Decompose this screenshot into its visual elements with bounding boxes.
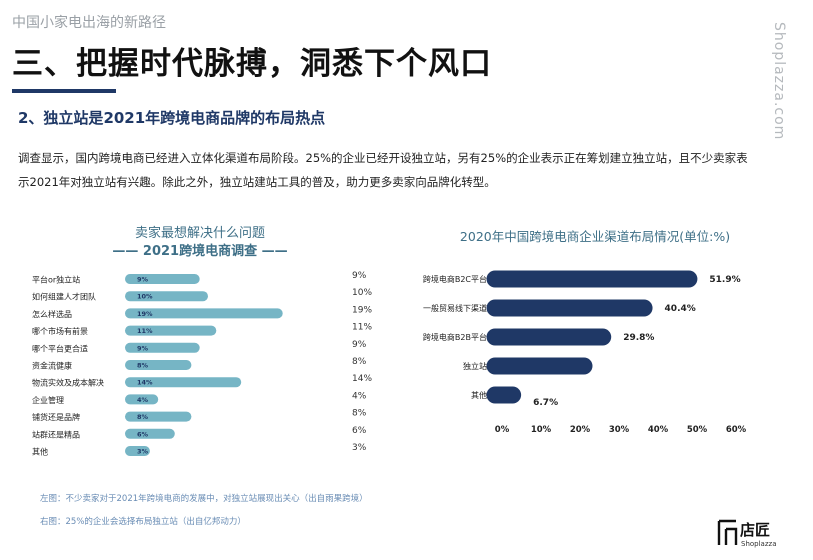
bar bbox=[486, 357, 593, 375]
bar-value-label: 40.4% bbox=[665, 304, 696, 314]
right-value-label: 8% bbox=[352, 357, 367, 367]
bar bbox=[486, 299, 653, 317]
right-value-label: 10% bbox=[352, 288, 372, 298]
bar-value-label: 14% bbox=[137, 379, 153, 387]
category-label: 其他 bbox=[32, 447, 48, 457]
bar bbox=[125, 394, 159, 405]
bar-value-label: 9% bbox=[137, 344, 149, 352]
left-chart-title: 卖家最想解决什么问题 bbox=[134, 226, 265, 241]
right-value-label: 14% bbox=[352, 374, 372, 384]
bar bbox=[125, 446, 150, 456]
right-value-label: 3% bbox=[352, 443, 367, 453]
right-value-label: 9% bbox=[352, 271, 367, 281]
bar-value-label: 8% bbox=[137, 362, 149, 370]
vertical-brand-text: Shoplazza.com bbox=[771, 22, 787, 140]
category-label: 跨境电商B2B平台 bbox=[423, 332, 487, 342]
bar-value-label: 4% bbox=[137, 396, 149, 404]
bar-value-label: 9% bbox=[137, 276, 149, 284]
section-body: 调查显示，国内跨境电商已经进入立体化渠道布局阶段。25%的企业已经开设独立站，另… bbox=[18, 151, 748, 189]
category-label: 资金流健康 bbox=[32, 361, 72, 371]
kicker-title: 中国小家电出海的新路径 bbox=[12, 15, 166, 31]
category-label: 哪个平台更合适 bbox=[32, 343, 88, 353]
bar-value-label: 51.9% bbox=[709, 275, 740, 285]
category-label: 其他 bbox=[471, 390, 487, 400]
bar bbox=[125, 308, 283, 319]
right-value-label: 19% bbox=[352, 305, 372, 315]
right-value-label: 4% bbox=[352, 391, 367, 401]
category-label: 平台or独立站 bbox=[32, 275, 80, 285]
x-tick-label: 20% bbox=[570, 425, 591, 435]
right-chart-title: 2020年中国跨境电商企业渠道布局情况(单位:%) bbox=[459, 229, 731, 244]
right-value-label: 8% bbox=[352, 409, 367, 419]
bar-value-label: 6% bbox=[137, 430, 149, 438]
category-label: 站群还是精品 bbox=[32, 429, 80, 439]
right-value-label: 6% bbox=[352, 426, 367, 436]
bar bbox=[125, 291, 208, 302]
bar-value-label: 19% bbox=[137, 310, 153, 318]
category-label: 跨境电商B2C平台 bbox=[423, 274, 487, 284]
logo-mark bbox=[717, 519, 738, 545]
bar bbox=[125, 411, 192, 422]
category-label: 怎么样选品 bbox=[32, 309, 72, 319]
left-chart-subtitle: —— 2021跨境电商调查 —— bbox=[112, 244, 288, 259]
bar bbox=[125, 377, 242, 388]
x-tick-label: 0% bbox=[495, 425, 510, 435]
bar-value-label: 11% bbox=[137, 327, 153, 335]
category-label: 如何组建人才团队 bbox=[32, 292, 96, 302]
bar bbox=[125, 342, 200, 353]
vertical-brand: Shoplazza.com bbox=[771, 22, 787, 140]
bar bbox=[486, 328, 612, 346]
category-label: 哪个市场有前景 bbox=[32, 326, 88, 336]
bar bbox=[125, 428, 175, 439]
bar bbox=[125, 325, 217, 336]
category-label: 铺货还是品牌 bbox=[32, 412, 80, 422]
bar-value-label: 6.7% bbox=[533, 398, 558, 408]
left-chart-source-note: 左图：不少卖家对于2021年跨境电商的发展中，对独立站展现出关心（出自雨果跨境） bbox=[40, 494, 368, 504]
bar bbox=[125, 274, 200, 284]
bar-value-label: 8% bbox=[137, 413, 149, 421]
right-value-label: 9% bbox=[352, 340, 367, 350]
section-subtitle: 2、独立站是2021年跨境电商品牌的布局热点 bbox=[18, 109, 326, 127]
bar bbox=[125, 360, 192, 370]
bar-value-label: 10% bbox=[137, 293, 153, 301]
bar bbox=[486, 386, 522, 404]
right-chart-source-note: 右图：25%的企业会选择布局独立站（出自亿邦动力） bbox=[40, 517, 246, 527]
shoplazza-logo: 店匠 Shoplazza bbox=[717, 519, 776, 548]
x-tick-label: 50% bbox=[687, 425, 708, 435]
right-bar-chart: 跨境电商B2C平台 51.9% 一般贸易线下渠道 40.4% 跨境电商B2B平台 29.8… bbox=[423, 270, 747, 435]
bar-value-label: 29.8% bbox=[623, 333, 654, 343]
right-value-label: 11% bbox=[352, 323, 372, 333]
category-label: 一般贸易线下渠道 bbox=[423, 303, 487, 313]
category-label: 独立站 bbox=[463, 361, 487, 371]
logo-subtext: Shoplazza bbox=[741, 540, 776, 548]
category-label: 物流实效及成本解决 bbox=[32, 378, 104, 388]
logo-text: 店匠 bbox=[740, 521, 770, 539]
title-underline bbox=[12, 89, 116, 93]
x-tick-label: 30% bbox=[609, 425, 630, 435]
left-bar-chart: 平台or独立站 9% 9% 如何组建人才团队 10% 10% 怎么样选品 19% 19% 哪个市场… bbox=[32, 271, 372, 457]
category-label: 企业管理 bbox=[32, 395, 64, 405]
bar-value-label: 3% bbox=[137, 448, 149, 456]
x-tick-label: 60% bbox=[726, 425, 747, 435]
page-title: 三、把握时代脉搏，洞悉下个风口 bbox=[12, 46, 492, 82]
bar bbox=[486, 270, 698, 288]
x-tick-label: 40% bbox=[648, 425, 669, 435]
x-tick-label: 10% bbox=[531, 425, 552, 435]
